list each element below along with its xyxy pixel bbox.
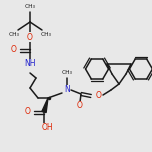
Text: CH₃: CH₃ bbox=[40, 31, 52, 36]
Text: O: O bbox=[25, 107, 31, 116]
Text: NH: NH bbox=[24, 59, 36, 69]
Text: OH: OH bbox=[41, 123, 53, 133]
Text: O: O bbox=[27, 33, 33, 41]
Text: O: O bbox=[11, 45, 17, 55]
Text: CH₃: CH₃ bbox=[24, 3, 36, 9]
Text: CH₃: CH₃ bbox=[62, 71, 73, 76]
Polygon shape bbox=[42, 98, 48, 113]
Text: O: O bbox=[77, 102, 83, 111]
Text: O: O bbox=[96, 90, 102, 100]
Text: CH₃: CH₃ bbox=[9, 31, 19, 36]
Text: N: N bbox=[64, 85, 70, 95]
